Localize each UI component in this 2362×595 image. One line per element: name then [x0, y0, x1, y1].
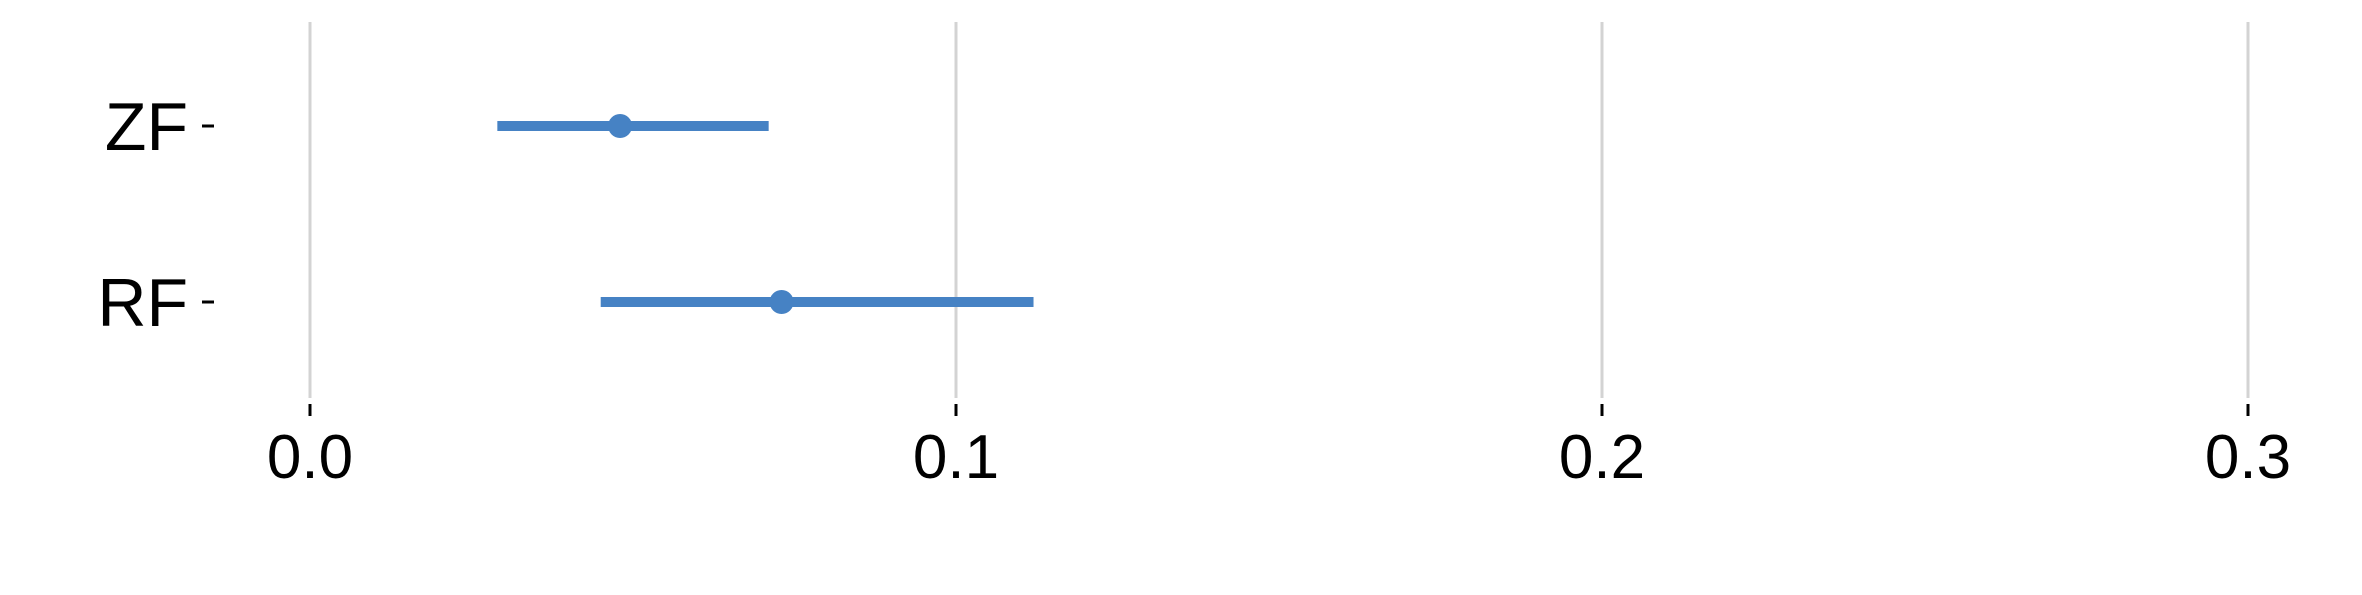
x-axis: 0.0 0.1 0.2 0.3: [267, 404, 2291, 492]
x-tick-label: 0.1: [913, 423, 999, 492]
x-tick-label: 0.0: [267, 423, 353, 492]
point-zf: [608, 114, 633, 138]
y-category-label: ZF: [105, 89, 188, 165]
x-tick-label: 0.3: [2205, 423, 2291, 492]
point-rf: [769, 290, 794, 314]
grid-layer: [308, 22, 2250, 398]
x-tick-label: 0.2: [1559, 423, 1645, 492]
y-axis: ZF RF: [97, 89, 214, 341]
y-category-label: RF: [97, 265, 188, 341]
series-marks: [497, 114, 1034, 314]
